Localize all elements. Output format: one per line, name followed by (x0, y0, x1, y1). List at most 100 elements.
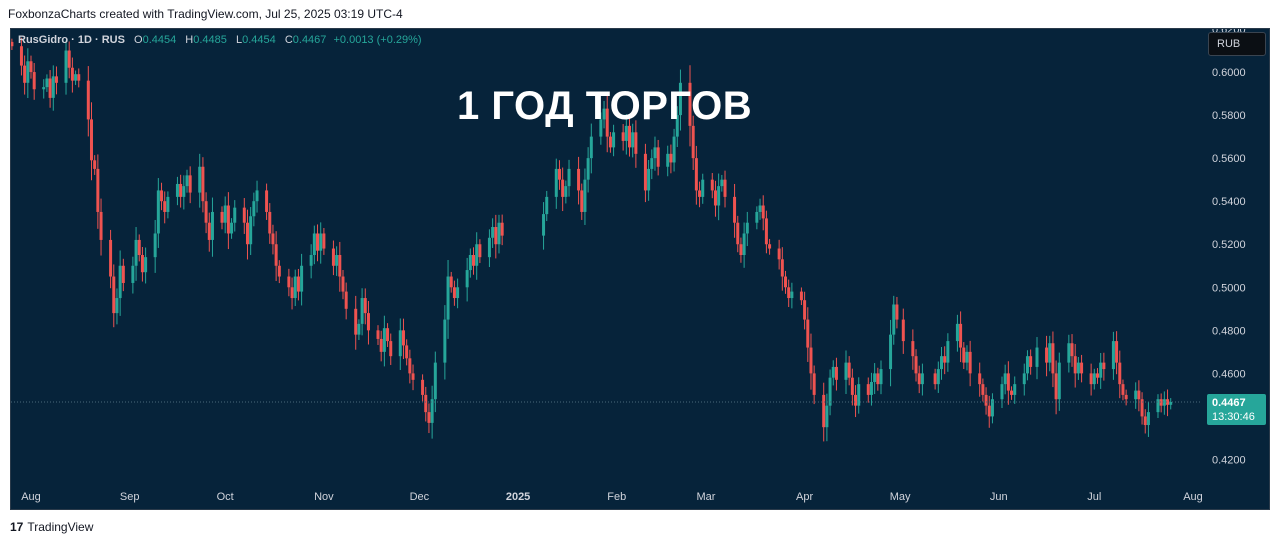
candle-body (965, 351, 969, 363)
candle-body (739, 244, 743, 255)
candle-body (933, 373, 937, 385)
candle-body (1080, 362, 1084, 374)
candle-body (408, 358, 412, 374)
candle (1099, 352, 1103, 389)
candle-body (675, 115, 679, 137)
candle-body (844, 362, 848, 380)
chart-credit: FoxbonzaCharts created with TradingView.… (8, 7, 403, 21)
time-tick-label: May (890, 491, 911, 503)
candle (669, 144, 673, 174)
candle (1089, 363, 1093, 396)
candle-body (331, 248, 335, 266)
candle (363, 288, 367, 325)
candle-body (717, 186, 721, 206)
candle-body (822, 394, 826, 428)
candle (382, 315, 386, 367)
candle (93, 155, 97, 175)
candle-body (895, 304, 899, 320)
candle (1022, 363, 1026, 396)
candle (134, 227, 138, 281)
candle-body (939, 356, 943, 370)
candle (1146, 401, 1150, 437)
time-axis[interactable]: Aug Sep Oct Nov Dec 2025 Feb Mar Apr May Jun Jul Aug (21, 491, 1203, 503)
candle-body (357, 323, 361, 335)
candle-body (780, 259, 784, 277)
candle-body (456, 287, 460, 299)
price-axis[interactable]: 0.62000.60000.58000.56000.54000.52000.50… (1212, 29, 1246, 466)
tradingview-logo[interactable]: 17 TradingView (10, 520, 93, 534)
candle (491, 218, 495, 248)
candle (188, 166, 192, 204)
candle (424, 386, 428, 422)
candle (408, 349, 412, 384)
time-tick-label: Aug (21, 491, 41, 503)
candle-body (153, 233, 157, 258)
candle (812, 365, 816, 405)
candle (223, 196, 227, 234)
candle (784, 270, 788, 294)
candle (911, 329, 915, 370)
candle-body (666, 153, 670, 167)
candle-body (287, 276, 291, 288)
candle-body (19, 46, 23, 66)
close-label: C (284, 34, 293, 46)
candle (981, 378, 985, 402)
candle-body (672, 136, 676, 163)
candle (1162, 391, 1166, 415)
candle-body (889, 334, 893, 370)
candle (1035, 337, 1039, 380)
candle-body (545, 196, 549, 215)
candle (742, 222, 746, 268)
candle-body (45, 78, 49, 88)
chart-panel[interactable] (10, 28, 1270, 510)
candle (296, 268, 300, 301)
candle (175, 176, 179, 206)
candle-body (277, 265, 281, 277)
candle (427, 403, 431, 434)
candle-body (761, 205, 765, 219)
candle (1025, 350, 1029, 381)
candle (344, 282, 348, 320)
candle (198, 153, 202, 208)
candle (675, 106, 679, 148)
candle-body (634, 132, 638, 154)
candle (965, 345, 969, 371)
symbol-label[interactable]: RusGidro · 1D · RUS (18, 34, 125, 46)
candle (465, 257, 469, 302)
candle-body (309, 255, 313, 266)
candle-body (207, 222, 211, 240)
candle-body (26, 61, 30, 83)
candle-body (876, 373, 880, 385)
candle (959, 311, 963, 363)
candle (1111, 331, 1115, 380)
candle (137, 234, 141, 262)
candle-body (74, 74, 78, 81)
candle (1140, 392, 1144, 425)
candle-body (77, 74, 81, 81)
candle-body (586, 158, 590, 180)
candle (1006, 361, 1010, 405)
candle-body (198, 166, 202, 193)
candle-body (1162, 399, 1166, 406)
candle-body (631, 132, 635, 148)
candle-body (1102, 362, 1106, 370)
candle (312, 225, 316, 265)
candle-body (621, 132, 625, 141)
candle-body (809, 347, 813, 374)
candle-body (723, 179, 727, 197)
currency-button[interactable]: RUB (1208, 32, 1266, 56)
candle (226, 192, 230, 250)
candle (955, 314, 959, 352)
candle-body (694, 158, 698, 191)
candle (112, 264, 116, 328)
candle (564, 180, 568, 204)
candle (401, 318, 405, 360)
candle-body (1070, 343, 1074, 357)
candle (761, 195, 765, 231)
candle (758, 198, 762, 220)
candle (1070, 334, 1074, 367)
candlestick-chart[interactable]: 0.62000.60000.58000.56000.54000.52000.50… (11, 29, 1269, 509)
ohlc-legend[interactable]: RusGidro · 1D · RUS O0.4454 H0.4485 L0.4… (18, 34, 422, 46)
candle (984, 387, 988, 415)
candle-body (255, 190, 259, 202)
